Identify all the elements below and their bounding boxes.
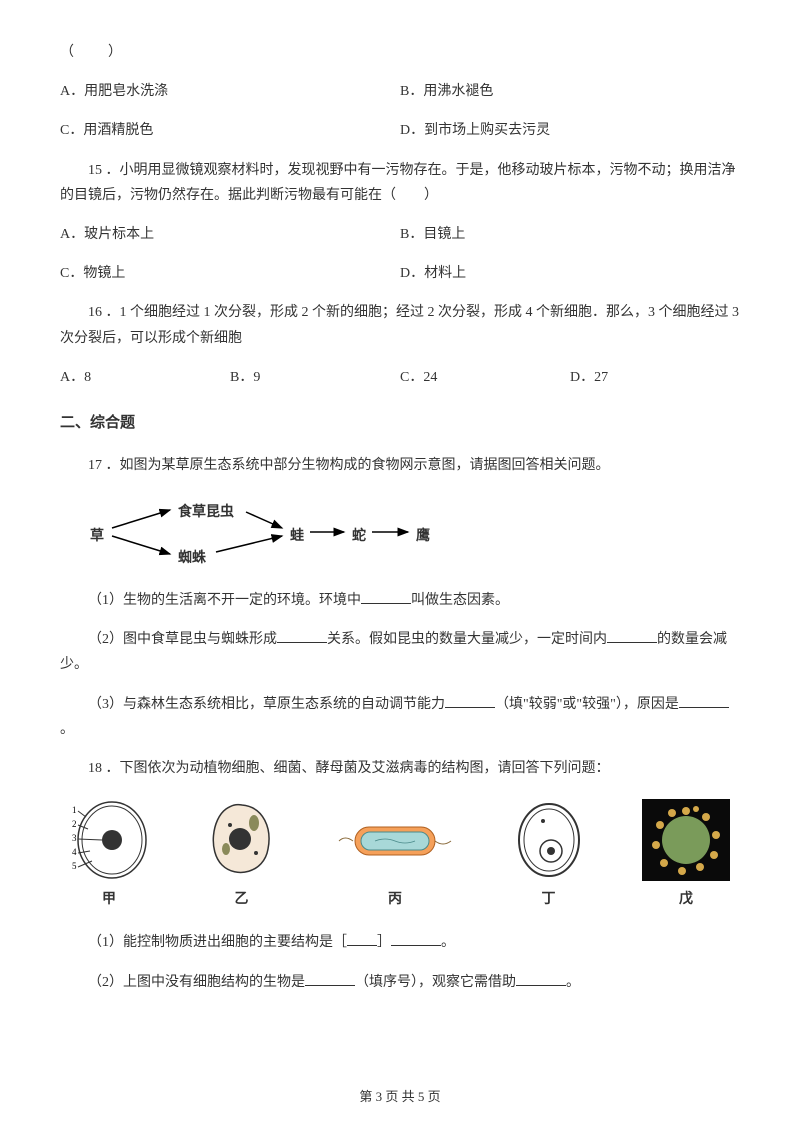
food-web-diagram: 草 食草昆虫 蜘蛛 蛙 蛇 鹰 [90,496,490,566]
q17-sub1-b: 叫做生态因素。 [411,593,509,608]
fig-yi: 乙 [206,799,278,912]
q17-sub2: （2）图中食草昆虫与蜘蛛形成关系。假如昆虫的数量大量减少，一定时间内的数量会减少… [60,627,740,677]
q17-sub1-a: （1）生物的生活离不开一定的环境。环境中 [88,593,361,608]
q16-opt-b: B．9 [230,365,400,390]
q16-text: 16 ．1 个细胞经过 1 次分裂，形成 2 个新的细胞；经过 2 次分裂，形成… [60,300,740,350]
animal-cell-icon [206,799,278,881]
svg-text:2: 2 [72,819,77,829]
q15-options-row2: C．物镜上 D．材料上 [60,261,740,286]
q18-sub1-a: （1）能控制物质进出细胞的主要结构是［ [88,935,347,950]
fig-label-a: 甲 [102,887,116,912]
svg-text:3: 3 [72,833,77,843]
yeast-icon [513,799,585,881]
q15-opt-c: C．物镜上 [60,261,400,286]
bacteria-icon [335,799,455,881]
q17-sub3: （3）与森林生态系统相比，草原生态系统的自动调节能力 （填"较弱"或"较强"），原… [60,692,740,742]
blank-18-2a[interactable] [305,972,355,986]
q18-sub1-b: ］ [377,935,391,950]
blank-17-1[interactable] [361,590,411,604]
q16-options: A．8 B．9 C．24 D．27 [60,365,740,390]
fig-label-e: 戊 [679,887,693,912]
q15-opt-b: B．目镜上 [400,222,740,247]
q16-opt-d: D．27 [570,365,740,390]
q14-opt-b: B．用沸水褪色 [400,79,740,104]
q17-sub1: （1）生物的生活离不开一定的环境。环境中 叫做生态因素。 [60,588,740,613]
q17-sub3-a: （3）与森林生态系统相比，草原生态系统的自动调节能力 [88,697,445,712]
q17-sub2-b: 关系。假如昆虫的数量大量减少，一定时间内 [327,632,607,647]
fig-label-c: 丙 [388,887,402,912]
fig-label-b: 乙 [235,887,249,912]
q18-sub2-c: 。 [566,975,580,990]
q18-sub2-b: （填序号），观察它需借助 [355,975,516,990]
q14-options-row2: C．用酒精脱色 D．到市场上购买去污灵 [60,118,740,143]
blank-17-3a[interactable] [445,694,495,708]
blank-18-1b[interactable] [391,932,441,946]
q17-sub3-b: （填"较弱"或"较强"），原因是 [495,697,679,712]
q14-opt-d: D．到市场上购买去污灵 [400,118,740,143]
fig-ding: 丁 [513,799,585,912]
q17-intro: 17 ．如图为某草原生态系统中部分生物构成的食物网示意图，请据图回答相关问题。 [60,453,740,478]
svg-text:5: 5 [72,861,77,871]
q17-sub2-a: （2）图中食草昆虫与蜘蛛形成 [88,632,277,647]
section-2-title: 二、综合题 [60,410,740,437]
q18-intro: 18 ．下图依次为动植物细胞、细菌、酵母菌及艾滋病毒的结构图，请回答下列问题： [60,756,740,781]
blank-18-2b[interactable] [516,972,566,986]
q14-opt-c: C．用酒精脱色 [60,118,400,143]
cell-figures: 1 2 3 4 5 甲 乙 丙 [60,799,740,912]
blank-17-2b[interactable] [607,629,657,643]
q18-sub2: （2）上图中没有细胞结构的生物是 （填序号），观察它需借助 。 [60,970,740,995]
q14-opt-a: A．用肥皂水洗涤 [60,79,400,104]
plant-cell-icon: 1 2 3 4 5 [70,799,148,881]
fig-wu: 戊 [642,799,730,912]
q17-sub3-c: 。 [60,722,74,737]
blank-18-1a[interactable] [347,932,377,946]
q18-sub2-a: （2）上图中没有细胞结构的生物是 [88,975,305,990]
q18-sub1-c: 。 [441,935,455,950]
virus-icon [642,799,730,881]
q15-opt-d: D．材料上 [400,261,740,286]
svg-text:1: 1 [72,805,77,815]
q14-options-row1: A．用肥皂水洗涤 B．用沸水褪色 [60,79,740,104]
page-footer: 第 3 页 共 5 页 [0,1085,800,1108]
fig-jia: 1 2 3 4 5 甲 [70,799,148,912]
fig-label-d: 丁 [542,887,556,912]
svg-text:4: 4 [72,847,77,857]
blank-17-3b[interactable] [679,694,729,708]
q18-sub1: （1）能控制物质进出细胞的主要结构是［ ］ 。 [60,930,740,955]
q14-tail: （ ） [60,45,124,60]
q15-options-row1: A．玻片标本上 B．目镜上 [60,222,740,247]
q15-text: 15 ．小明用显微镜观察材料时，发现视野中有一污物存在。于是，他移动玻片标本，污… [60,158,740,208]
food-web-arrows [90,496,490,566]
blank-17-2a[interactable] [277,629,327,643]
q16-opt-c: C．24 [400,365,570,390]
q16-opt-a: A．8 [60,365,230,390]
fig-bing: 丙 [335,799,455,912]
q15-opt-a: A．玻片标本上 [60,222,400,247]
